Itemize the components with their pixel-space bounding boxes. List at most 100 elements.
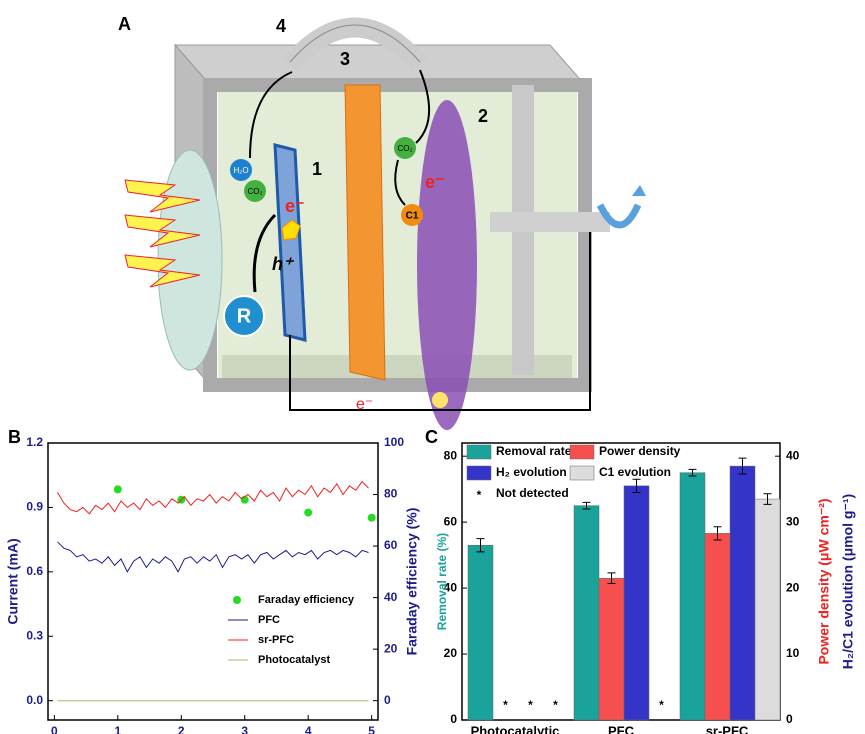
legend-label: Power density	[599, 444, 681, 458]
y2-tick-label: 100	[384, 435, 404, 449]
error-bar	[763, 493, 772, 505]
bar	[598, 577, 625, 721]
photoanode	[273, 143, 307, 342]
error-bar	[632, 478, 641, 493]
label: 4	[276, 16, 286, 36]
cathode	[417, 100, 477, 430]
bar	[623, 485, 650, 721]
x-tick-label: sr-PFC	[706, 723, 749, 734]
species: R	[237, 305, 252, 327]
legend-label: Photocatalyst	[258, 654, 330, 666]
bar	[704, 533, 731, 721]
legend-symbol	[569, 444, 595, 460]
charge: h⁺	[272, 254, 295, 274]
x-tick-label: 0	[51, 724, 58, 734]
arrow	[252, 213, 277, 293]
point	[304, 508, 313, 517]
not-detected: *	[503, 698, 508, 712]
x-tick-label: Photocatalytic	[471, 723, 560, 734]
legend-label: C1 evolution	[599, 465, 671, 479]
label: 2	[478, 106, 488, 126]
y2-tick-label: 20	[384, 641, 398, 655]
not-detected: *	[553, 698, 558, 712]
y-tick-label: 0	[450, 712, 457, 726]
y2-tick-label: 20	[786, 580, 800, 594]
species: CO₂	[247, 187, 262, 196]
y-tick-label: 0.0	[26, 693, 43, 707]
bar	[754, 498, 781, 721]
error-bar	[582, 501, 591, 510]
y2-axis-label: H₂/C1 evolution (μmol g⁻¹)	[840, 494, 856, 669]
not-detected: *	[659, 698, 664, 712]
species: C1	[406, 211, 419, 222]
y2-tick-label: 80	[384, 487, 398, 501]
c1	[401, 204, 423, 226]
charge: e⁻	[356, 396, 373, 413]
bottom	[222, 355, 572, 378]
wire	[289, 232, 591, 411]
line	[57, 480, 369, 515]
y-tick-label: 0.3	[26, 628, 43, 642]
light	[124, 179, 201, 213]
shaft	[490, 212, 610, 232]
co2	[244, 180, 266, 202]
legend-label: Not detected	[496, 486, 569, 500]
y2-tick-label: 60	[384, 538, 398, 552]
bulb	[432, 392, 448, 408]
panel-label: A	[118, 14, 131, 34]
legend-label: Faraday efficiency	[258, 594, 355, 606]
arrow	[415, 69, 430, 144]
x-tick-label: 5	[368, 724, 375, 734]
legend-symbol: *	[477, 488, 482, 502]
y2-tick-label: 0	[384, 693, 391, 707]
error-bar	[738, 457, 747, 475]
y2-tick-label: 10	[786, 646, 800, 660]
legend-label: sr-PFC	[258, 634, 294, 646]
spark	[281, 219, 301, 241]
point	[113, 485, 122, 494]
y2-axis-label: Faraday efficiency (%)	[404, 508, 420, 656]
plot-frame	[47, 442, 379, 721]
charge: e⁻	[425, 172, 445, 192]
y-tick-label: 20	[444, 646, 458, 660]
bar	[679, 472, 706, 721]
y2-tick-label: 0	[786, 712, 793, 726]
co2	[394, 137, 416, 159]
y-axis-label: Removal rate (%)	[435, 533, 449, 630]
line	[57, 541, 369, 573]
species: H₂O	[233, 166, 248, 175]
y2-tick-label: 40	[786, 448, 800, 462]
y2-axis-label: Power density (μW cm⁻²)	[816, 498, 832, 664]
light	[124, 214, 201, 248]
y-tick-label: 60	[444, 514, 458, 528]
error-bar	[688, 468, 697, 477]
rotation-arrow	[596, 203, 642, 229]
not-detected: *	[528, 698, 533, 712]
r	[223, 295, 265, 337]
error-bar	[607, 572, 616, 584]
arrow-head	[632, 185, 646, 196]
legend-label: Removal rate	[496, 444, 572, 458]
bar	[573, 505, 600, 721]
species: CO₂	[397, 144, 412, 153]
y-tick-label: 0.9	[26, 500, 43, 514]
y-tick-label: 1.2	[26, 435, 43, 449]
y-axis-label: Current (mA)	[5, 538, 21, 624]
point	[367, 513, 376, 522]
x-tick-label: PFC	[608, 723, 635, 734]
y-tick-label: 0.6	[26, 564, 43, 578]
y2-tick-label: 30	[786, 514, 800, 528]
legend-symbol	[466, 444, 492, 460]
bridge-edge	[289, 24, 421, 63]
panel-label: C	[425, 427, 438, 447]
legend-symbol	[233, 596, 241, 604]
label: 1	[312, 159, 322, 179]
h2o	[230, 159, 252, 181]
error-bar	[713, 526, 722, 541]
legend-symbol	[569, 465, 595, 481]
arrow	[249, 71, 293, 159]
x-tick-label: 3	[241, 724, 248, 734]
membrane	[344, 84, 386, 381]
y2-tick-label: 40	[384, 590, 398, 604]
